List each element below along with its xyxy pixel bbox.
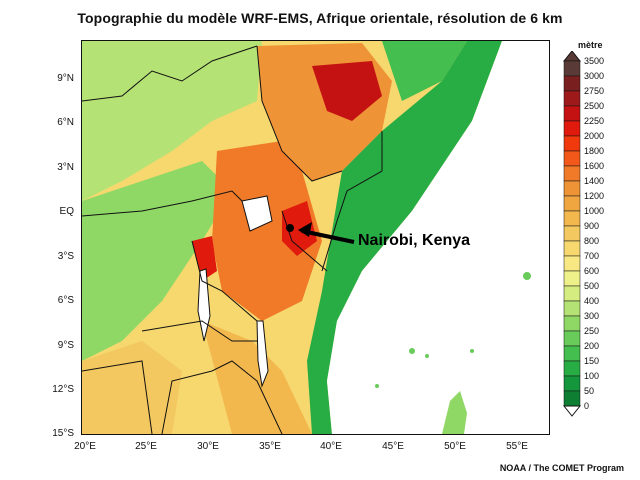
colorbar-cell xyxy=(563,360,581,377)
somali-coast xyxy=(382,41,467,101)
colorbar-label: 150 xyxy=(584,356,600,366)
central-highlands xyxy=(212,141,322,321)
colorbar-cell xyxy=(563,120,581,137)
colorbar-label: 3000 xyxy=(584,71,605,81)
kenya-highlands xyxy=(282,201,317,256)
colorbar-cell xyxy=(563,180,581,197)
colorbar-label: 700 xyxy=(584,251,600,261)
colorbar-cell xyxy=(563,315,581,332)
colorbar-label: 400 xyxy=(584,296,600,306)
lat-label: 3°N xyxy=(57,162,74,173)
colorbar-label: 1000 xyxy=(584,206,605,216)
map-canvas xyxy=(82,41,549,434)
nairobi-label: Nairobi, Kenya xyxy=(358,232,471,249)
map-title: Topographie du modèle WRF-EMS, Afrique o… xyxy=(77,10,563,26)
colorbar-label: 1600 xyxy=(584,161,605,171)
colorbar-cell xyxy=(563,135,581,152)
colorbar-label: 800 xyxy=(584,236,600,246)
lon-label: 25°E xyxy=(135,441,157,452)
colorbar-cell xyxy=(563,330,581,347)
colorbar-label: 250 xyxy=(584,326,600,336)
colorbar-cell xyxy=(563,210,581,227)
lat-label: 3°S xyxy=(57,251,74,262)
lon-label: 30°E xyxy=(197,441,219,452)
lat-label: 6°N xyxy=(57,117,74,128)
colorbar-cell xyxy=(563,105,581,122)
colorbar-cell xyxy=(563,225,581,242)
colorbar-cell xyxy=(563,75,581,92)
lake-malawi xyxy=(256,320,269,388)
coastal-lowlands xyxy=(307,41,502,434)
lat-label: 9°N xyxy=(57,73,74,84)
lake-victoria xyxy=(241,195,273,232)
colorbar-label: 50 xyxy=(584,386,595,396)
lon-label: 20°E xyxy=(74,441,96,452)
island xyxy=(375,384,379,388)
credit-text: NOAA / The COMET Program xyxy=(499,463,624,473)
colorbar-cell xyxy=(563,165,581,182)
lat-label: EQ xyxy=(59,206,74,217)
colorbar-cell xyxy=(563,255,581,272)
colorbar-cell xyxy=(563,300,581,317)
elevation-colorbar xyxy=(562,51,582,417)
colorbar-cell xyxy=(563,270,581,287)
callout-arrow xyxy=(301,229,355,244)
colorbar-label: 300 xyxy=(584,311,600,321)
congo-basin xyxy=(82,161,232,361)
colorbar-cell xyxy=(563,60,581,77)
lat-label: 12°S xyxy=(52,384,74,395)
colorbar-cell xyxy=(563,90,581,107)
colorbar-cell xyxy=(563,375,581,392)
callout-arrowhead xyxy=(298,222,312,237)
lat-label: 6°S xyxy=(57,295,74,306)
colorbar-label: 500 xyxy=(584,281,600,291)
colorbar-cell xyxy=(563,285,581,302)
colorbar-bottom-arrow xyxy=(562,405,582,417)
zambia-plateau xyxy=(202,321,312,434)
topography-map xyxy=(81,40,550,435)
colorbar-cell xyxy=(563,150,581,167)
colorbar-label: 2750 xyxy=(584,86,605,96)
island xyxy=(425,354,429,358)
southwest-plateau xyxy=(82,341,182,434)
colorbar-label: 3500 xyxy=(584,56,605,66)
nairobi-marker xyxy=(286,224,294,232)
colorbar-label: 100 xyxy=(584,371,600,381)
colorbar-label: 0 xyxy=(584,401,590,411)
island xyxy=(523,272,531,280)
island xyxy=(409,348,415,354)
legend-unit: mètre xyxy=(578,40,603,50)
rwenzori-highlands xyxy=(192,236,217,281)
colorbar-cell xyxy=(563,390,581,407)
colorbar-label: 600 xyxy=(584,266,600,276)
colorbar-label: 1200 xyxy=(584,191,605,201)
colorbar-label: 2250 xyxy=(584,116,605,126)
colorbar-label: 1400 xyxy=(584,176,605,186)
lat-label: 9°S xyxy=(57,340,74,351)
colorbar-label: 2500 xyxy=(584,101,605,111)
colorbar-cell xyxy=(563,345,581,362)
lon-label: 40°E xyxy=(320,441,342,452)
colorbar-label: 200 xyxy=(584,341,600,351)
madagascar xyxy=(442,391,467,434)
colorbar-top-arrow xyxy=(562,51,582,62)
lat-label: 15°S xyxy=(52,428,74,439)
colorbar-cell xyxy=(563,240,581,257)
island xyxy=(470,349,474,353)
ethiopian-highlands xyxy=(312,61,382,121)
colorbar-label: 2000 xyxy=(584,131,605,141)
lon-label: 55°E xyxy=(506,441,528,452)
country-borders xyxy=(82,45,383,434)
sahel-green xyxy=(82,41,262,201)
lon-label: 45°E xyxy=(382,441,404,452)
lake-tanganyika xyxy=(197,268,211,342)
colorbar-label: 900 xyxy=(584,221,600,231)
lon-label: 35°E xyxy=(259,441,281,452)
lon-label: 50°E xyxy=(444,441,466,452)
indian-ocean xyxy=(327,41,549,434)
colorbar-cell xyxy=(563,195,581,212)
colorbar-label: 1800 xyxy=(584,146,605,156)
